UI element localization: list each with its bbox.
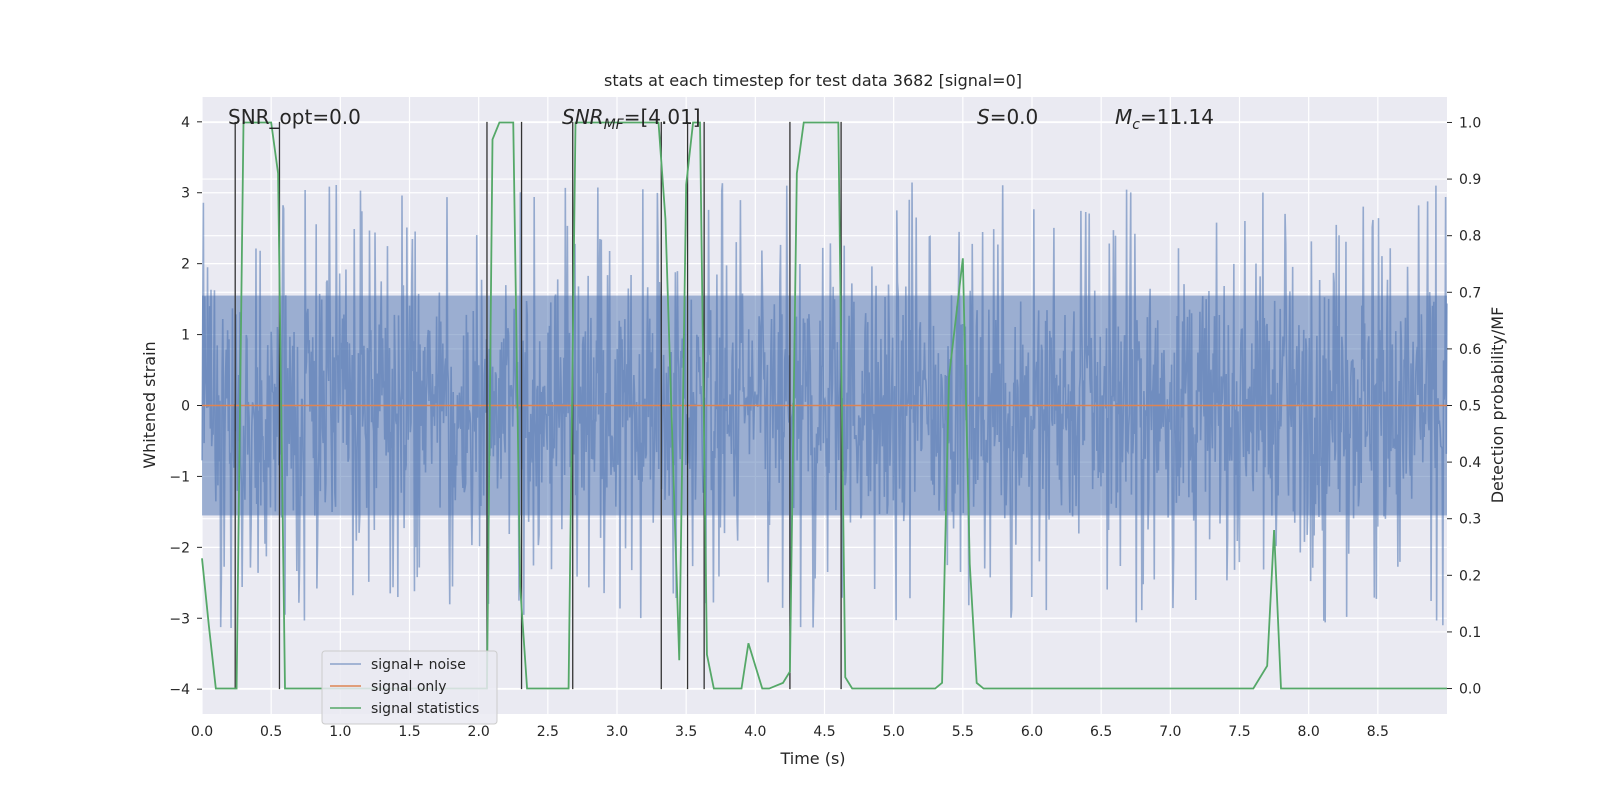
mc-symbol: M xyxy=(1115,105,1132,129)
y-left-tick-label: 3 xyxy=(181,186,190,202)
mc-value: =11.14 xyxy=(1140,105,1214,129)
y-axis-right-ticks: 1.0 0.9 0.8 0.7 0.6 0.5 0.4 0.3 0.2 0.1 0.0 xyxy=(1447,115,1481,698)
x-tick-label: 1.0 xyxy=(329,724,351,740)
y-right-tick-label: 0.7 xyxy=(1459,285,1481,301)
snr-mf-symbol: SNR xyxy=(562,105,604,129)
annotation-s: S=0.0 xyxy=(977,105,1038,129)
y-left-tick-label: −3 xyxy=(169,611,190,627)
y-left-tick-label: −4 xyxy=(169,682,190,698)
y-right-tick-label: 0.1 xyxy=(1459,625,1481,641)
y-right-tick-label: 0.3 xyxy=(1459,512,1481,528)
snr-mf-subscript: MF xyxy=(604,117,625,133)
x-tick-label: 0.0 xyxy=(191,724,213,740)
x-tick-label: 2.5 xyxy=(537,724,559,740)
y-right-tick-label: 0.9 xyxy=(1459,172,1481,188)
x-tick-label: 6.0 xyxy=(1021,724,1043,740)
chart-title: stats at each timestep for test data 368… xyxy=(604,71,1022,90)
x-tick-label: 1.5 xyxy=(398,724,420,740)
x-axis-ticks: 0.0 0.5 1.0 1.5 2.0 2.5 3.0 3.5 4.0 4.5 5.0 5.5 6.0 6… xyxy=(191,724,1389,740)
y-left-tick-label: 2 xyxy=(181,257,190,273)
x-tick-label: 5.0 xyxy=(883,724,905,740)
x-tick-label: 5.5 xyxy=(952,724,974,740)
mc-subscript: c xyxy=(1132,117,1140,133)
y-axis-right-label: Detection probability/MF xyxy=(1488,307,1507,504)
y-left-tick-label: 0 xyxy=(181,399,190,415)
s-symbol: S xyxy=(977,105,990,129)
y-left-tick-label: −1 xyxy=(169,469,190,485)
y-right-tick-label: 0.2 xyxy=(1459,568,1481,584)
y-left-tick-label: −2 xyxy=(169,540,190,556)
y-right-tick-label: 0.5 xyxy=(1459,399,1481,415)
x-tick-label: 6.5 xyxy=(1090,724,1112,740)
x-axis-label: Time (s) xyxy=(779,749,845,768)
y-axis-left-label: Whitened strain xyxy=(140,341,159,468)
x-tick-label: 8.5 xyxy=(1367,724,1389,740)
s-value: =0.0 xyxy=(990,105,1039,129)
legend-box xyxy=(321,650,498,725)
x-tick-label: 8.0 xyxy=(1298,724,1320,740)
y-right-tick-label: 0.8 xyxy=(1459,229,1481,245)
annotation-snr-mf: SNRMF=[4.01] xyxy=(562,105,701,133)
x-tick-label: 7.5 xyxy=(1228,724,1250,740)
x-tick-label: 4.5 xyxy=(813,724,835,740)
legend-label-statistics: signal statistics xyxy=(371,701,479,717)
legend-label-signal-only: signal only xyxy=(371,679,446,695)
y-axis-left-ticks: 4 3 2 1 0 −1 −2 −3 −4 xyxy=(169,115,202,698)
annotation-snr-opt: SNR_opt=0.0 xyxy=(228,105,361,129)
y-left-tick-label: 4 xyxy=(181,115,190,131)
x-tick-label: 7.0 xyxy=(1159,724,1181,740)
x-tick-label: 4.0 xyxy=(744,724,766,740)
annotation-mc: Mc=11.14 xyxy=(1115,105,1214,133)
x-tick-label: 3.5 xyxy=(675,724,697,740)
y-left-tick-label: 1 xyxy=(181,328,190,344)
legend-label-noise: signal+ noise xyxy=(371,657,466,673)
x-tick-label: 3.0 xyxy=(606,724,628,740)
x-tick-label: 0.5 xyxy=(260,724,282,740)
x-tick-label: 2.0 xyxy=(468,724,490,740)
y-right-tick-label: 0.0 xyxy=(1459,682,1481,698)
y-right-tick-label: 1.0 xyxy=(1459,115,1481,131)
y-right-tick-label: 0.6 xyxy=(1459,342,1481,358)
snr-mf-value: =[4.01] xyxy=(624,105,701,129)
y-right-tick-label: 0.4 xyxy=(1459,455,1481,471)
legend: signal+ noise signal only signal statist… xyxy=(321,650,498,725)
